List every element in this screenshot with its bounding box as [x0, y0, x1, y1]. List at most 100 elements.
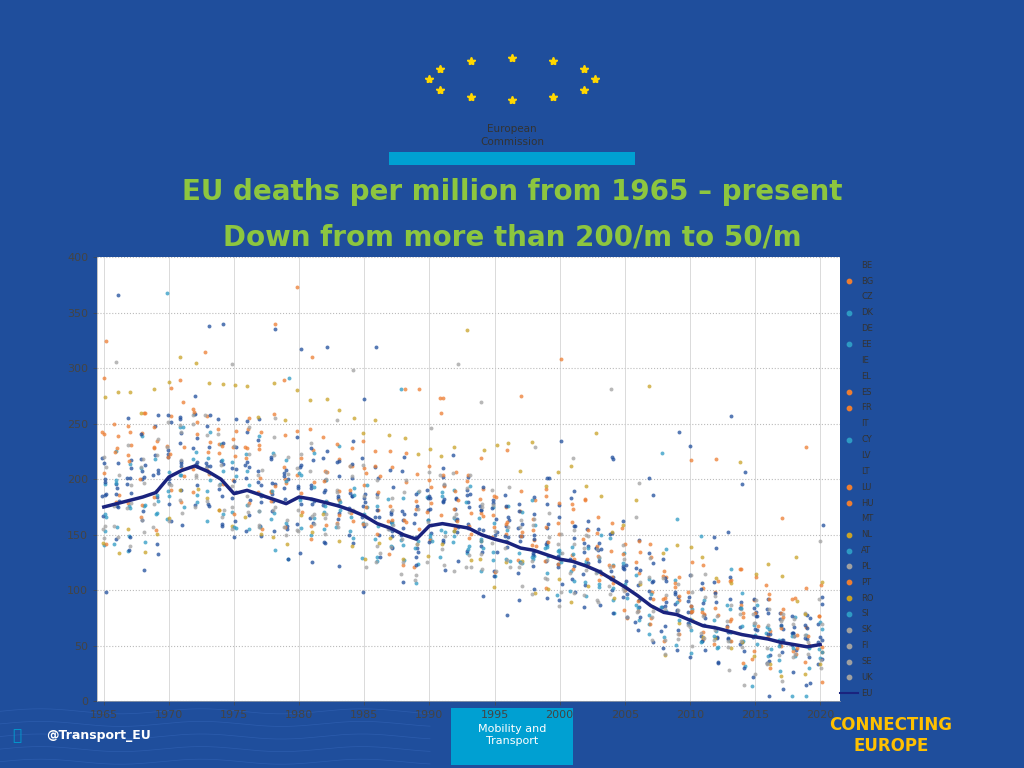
Point: [408, 488, 424, 500]
Point: [371, 511, 387, 524]
Point: [695, 631, 712, 644]
Point: [108, 477, 124, 489]
Point: [461, 501, 477, 513]
Point: [684, 614, 700, 627]
Point: [707, 630, 723, 642]
Point: [289, 281, 305, 293]
Point: [96, 525, 113, 537]
Text: Down from more than 200/m to 50/m: Down from more than 200/m to 50/m: [222, 223, 802, 252]
Point: [419, 484, 435, 496]
Point: [202, 460, 218, 472]
Point: [395, 539, 412, 551]
Point: [695, 594, 712, 607]
Point: [694, 558, 711, 571]
Point: [499, 535, 515, 548]
Point: [293, 452, 309, 464]
Point: [551, 600, 567, 612]
Point: [330, 489, 346, 502]
Point: [145, 382, 162, 395]
Point: [290, 482, 306, 494]
Point: [601, 571, 617, 584]
Point: [251, 439, 267, 451]
Point: [136, 499, 153, 511]
Point: [316, 522, 333, 535]
Point: [263, 512, 280, 525]
Point: [630, 602, 646, 614]
Point: [225, 440, 242, 452]
Point: [812, 654, 828, 666]
Point: [549, 589, 565, 601]
Point: [133, 498, 150, 511]
Point: [525, 534, 542, 546]
Point: [759, 657, 775, 669]
Point: [814, 652, 830, 664]
Point: [524, 495, 541, 507]
Point: [614, 591, 631, 603]
Point: [354, 517, 371, 529]
Point: [198, 456, 214, 468]
Point: [720, 626, 736, 638]
Point: [588, 427, 604, 439]
Point: [106, 519, 123, 531]
Point: [615, 515, 632, 528]
Point: [734, 588, 751, 600]
Point: [290, 480, 306, 492]
Point: [189, 489, 206, 502]
Point: [501, 481, 517, 493]
Point: [97, 585, 114, 598]
Point: [420, 514, 436, 526]
Point: [641, 584, 657, 597]
Point: [760, 650, 776, 662]
Point: [744, 680, 761, 692]
Point: [200, 498, 216, 511]
Point: [214, 439, 230, 452]
Point: [841, 275, 857, 287]
Point: [783, 690, 800, 702]
Point: [237, 511, 253, 524]
Point: [266, 507, 283, 519]
Point: [798, 629, 814, 641]
Point: [798, 582, 814, 594]
Point: [176, 441, 193, 453]
Point: [227, 450, 244, 462]
Point: [771, 634, 787, 647]
Point: [618, 588, 635, 601]
Point: [463, 561, 479, 573]
Point: [641, 573, 657, 585]
Point: [539, 498, 555, 510]
Point: [590, 544, 606, 556]
Point: [159, 440, 175, 452]
Point: [241, 509, 257, 521]
Point: [171, 468, 187, 481]
Point: [814, 591, 830, 604]
Point: [657, 600, 674, 612]
Point: [578, 590, 594, 602]
Point: [174, 507, 190, 519]
Point: [160, 409, 176, 421]
Point: [814, 518, 830, 531]
Point: [500, 531, 516, 544]
Point: [252, 488, 268, 500]
Point: [395, 554, 412, 567]
Point: [215, 465, 231, 477]
Text: DK: DK: [861, 308, 873, 317]
Point: [538, 554, 554, 567]
Point: [475, 510, 492, 522]
Point: [278, 464, 294, 476]
Point: [145, 468, 162, 481]
Point: [474, 546, 490, 558]
Point: [719, 599, 735, 611]
Point: [421, 474, 437, 486]
Point: [459, 547, 475, 559]
Point: [160, 451, 176, 463]
Point: [761, 655, 777, 667]
Point: [304, 510, 321, 522]
Text: LV: LV: [861, 451, 870, 460]
Point: [133, 514, 150, 526]
Point: [484, 501, 501, 513]
Point: [316, 465, 333, 477]
Point: [280, 468, 296, 480]
Point: [525, 560, 542, 572]
Point: [774, 674, 791, 687]
Point: [772, 607, 788, 619]
